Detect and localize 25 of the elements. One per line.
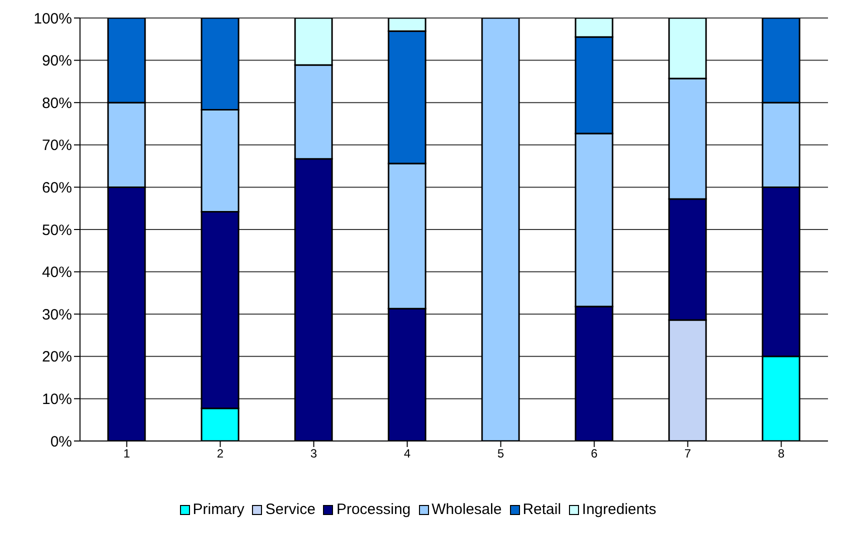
x-tick-label: 7 [684, 446, 692, 461]
legend-label: Retail [522, 501, 562, 518]
legend-label: Primary [192, 501, 244, 518]
y-tick-label: 20% [42, 348, 72, 366]
y-tick-label: 50% [42, 222, 72, 239]
legend-label: Ingredients [581, 501, 656, 518]
x-tick-label: 1 [123, 446, 130, 461]
x-tick-label: 3 [310, 446, 318, 461]
legend-label: Processing [335, 501, 411, 518]
x-tick-label: 4 [404, 446, 411, 461]
x-tick-label: 6 [590, 446, 598, 461]
y-tick-label: 80% [42, 94, 72, 112]
legend-label: Wholesale [430, 501, 502, 518]
y-tick-label: 90% [42, 52, 72, 70]
x-tick-label: 2 [216, 446, 224, 461]
x-tick-label: 5 [497, 446, 504, 461]
y-tick-label: 40% [42, 264, 72, 282]
y-tick-label: 10% [42, 391, 72, 408]
y-tick-label: 100% [34, 10, 72, 28]
y-tick-label: 0% [50, 433, 72, 450]
y-tick-label: 60% [42, 180, 72, 197]
y-tick-label: 70% [42, 137, 72, 154]
x-tick-label: 8 [778, 446, 785, 461]
y-tick-label: 30% [42, 306, 72, 324]
legend-label: Service [264, 501, 316, 518]
